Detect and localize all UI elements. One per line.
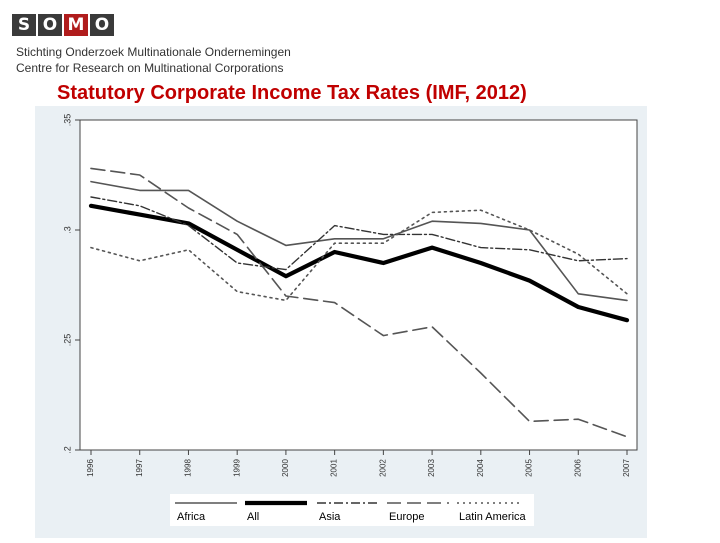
x-tick-label: 2002 [378,459,387,477]
logo-letter: O [90,14,114,36]
logo-letter: O [38,14,62,36]
x-tick-label: 2000 [281,459,290,477]
x-tick-label: 2007 [622,459,631,477]
x-tick-label: 2006 [573,459,582,477]
logo-letter: S [12,14,36,36]
series-line-europe [90,167,628,438]
x-tick-label: 1998 [184,459,193,477]
x-tick-label: 2001 [330,459,339,477]
y-tick-label: .2 [62,446,72,454]
x-tick-label: 1997 [135,459,144,477]
chart-container: .2 .25 .3 .35 1996 1997 1998 1999 2000 2001 2002 20… [35,106,647,538]
legend-label: Africa [177,511,206,523]
y-tick-label: .3 [62,226,72,234]
y-tick-label: .25 [62,334,72,347]
line-chart: .2 .25 .3 .35 1996 1997 1998 1999 2000 2001 2002 20… [35,106,647,538]
x-tick-label: 2003 [427,459,436,477]
legend-label: All [247,511,259,523]
series-line-asia [90,196,628,271]
organization-name: Stichting Onderzoek Multinationale Onder… [16,45,291,59]
logo-letter: M [64,14,88,36]
series-line-latin-america [90,209,628,302]
x-tick-label: 2004 [476,459,485,477]
x-tick-label: 2005 [525,459,534,477]
organization-block: Stichting Onderzoek Multinationale Onder… [16,44,291,76]
y-tick-label: .35 [62,114,72,127]
organization-subtitle: Centre for Research on Multinational Cor… [16,61,284,75]
series-line-africa [90,180,628,302]
legend-label: Europe [389,511,424,523]
somo-logo: S O M O [12,14,114,36]
x-tick-label: 1999 [232,459,241,477]
legend [170,494,534,526]
legend-label: Latin America [459,511,527,523]
slide-title: Statutory Corporate Income Tax Rates (IM… [57,82,527,104]
plot-area [79,119,638,451]
x-tick-label: 1996 [86,459,95,477]
legend-label: Asia [319,511,341,523]
